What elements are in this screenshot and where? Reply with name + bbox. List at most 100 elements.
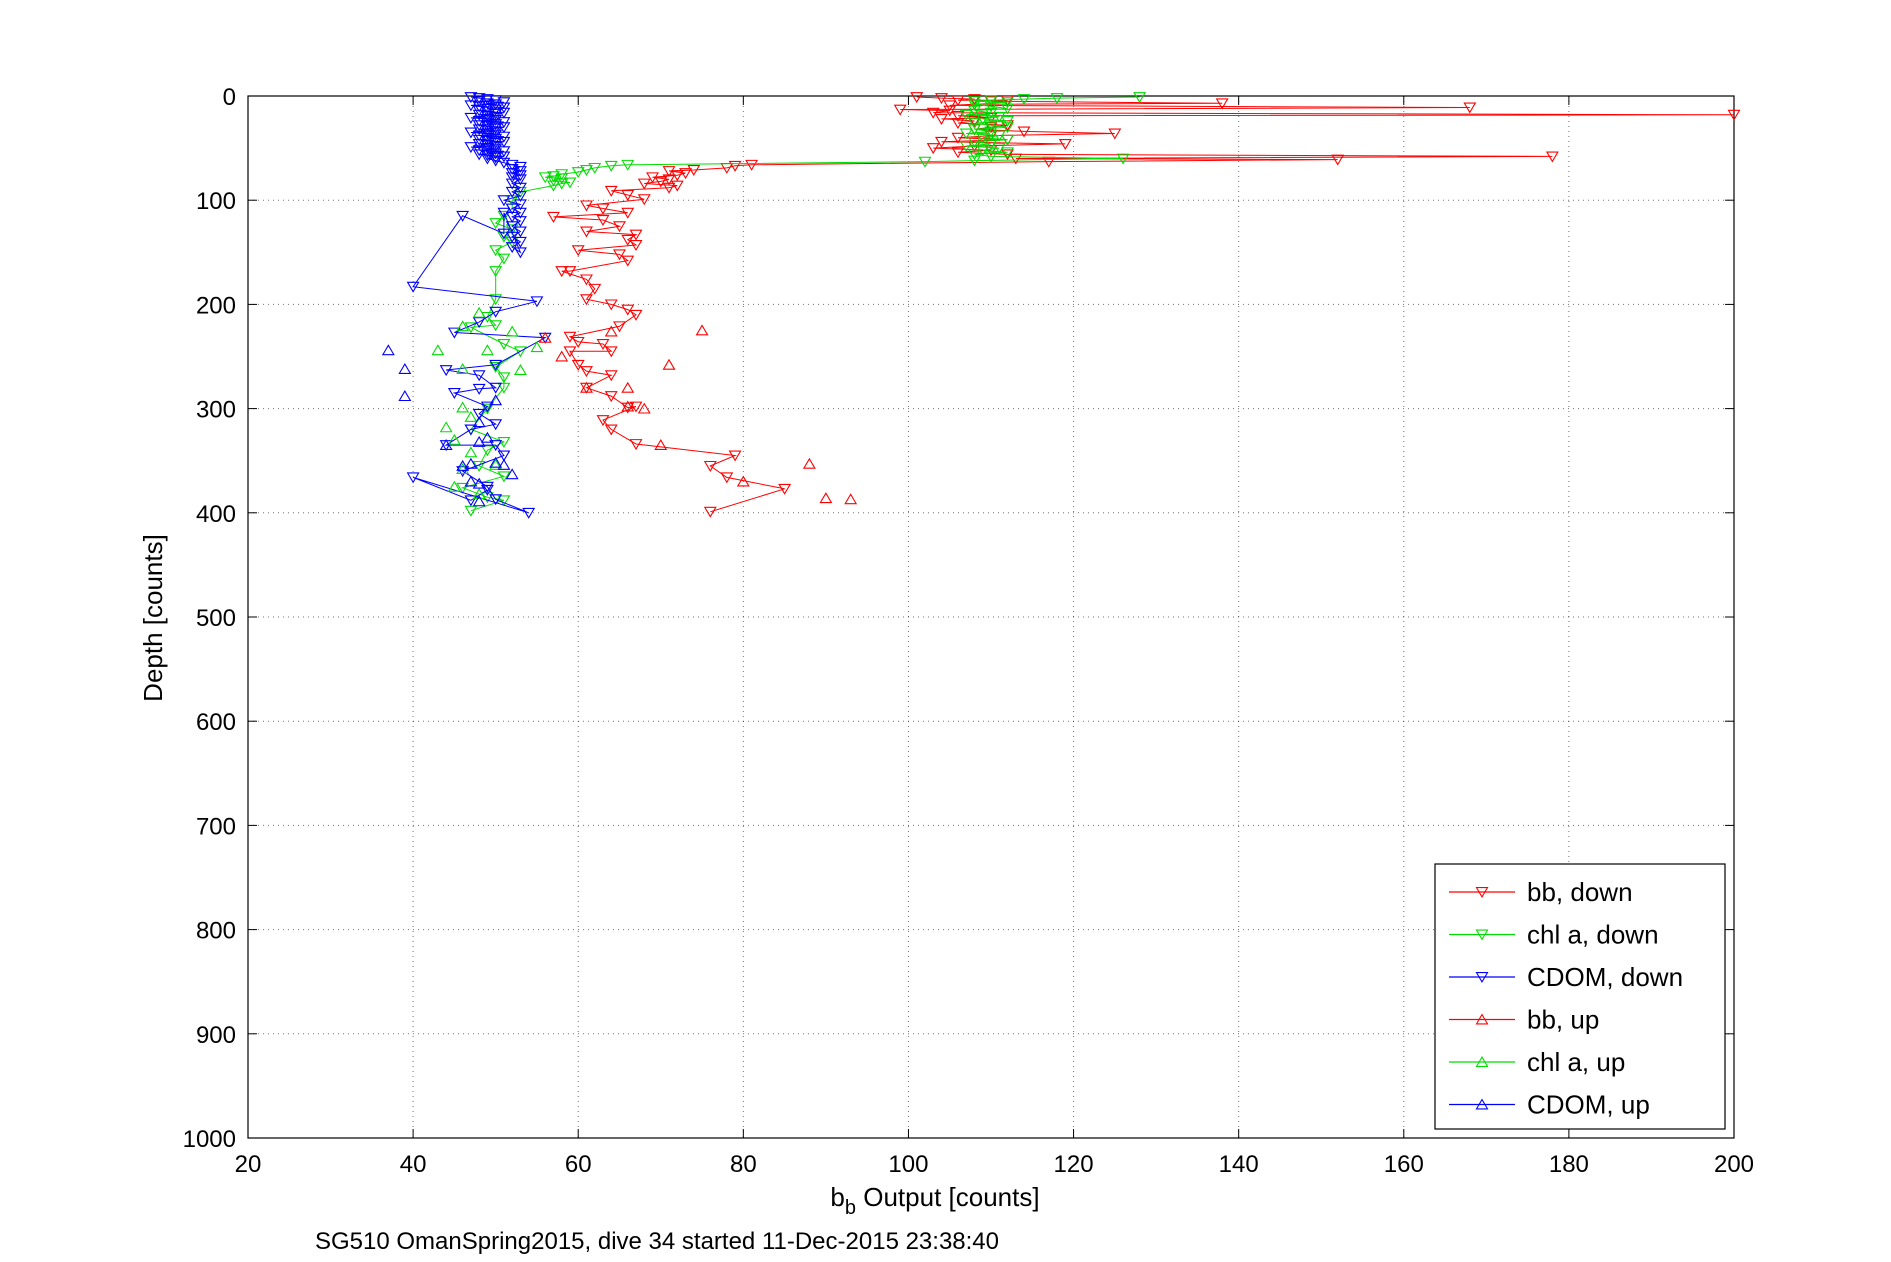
data-point-marker [621,159,635,171]
data-point-marker [571,167,585,179]
data-point-marker [489,494,503,506]
data-point-marker [959,128,973,140]
data-point-marker [629,401,643,413]
x-tick-label: 200 [1714,1151,1754,1178]
data-point-marker [687,165,701,177]
data-point-marker [513,247,527,259]
data-point-marker [439,439,453,451]
data-point-marker [456,210,470,222]
y-tick-label: 400 [196,501,236,528]
y-tick-label: 900 [196,1022,236,1049]
data-point-marker [472,495,486,507]
legend-box [1434,863,1726,1130]
data-point-marker [1050,93,1064,105]
legend-marker [1475,1013,1489,1025]
data-point-marker [489,456,503,468]
y-tick-label: 500 [196,605,236,632]
data-point-marker [935,93,948,105]
data-point-marker [1331,154,1345,166]
data-point-marker [935,136,948,148]
y-tick-label: 800 [196,918,236,945]
data-point-marker [968,155,981,167]
data-point-marker [951,147,965,159]
data-point-marker [456,320,470,332]
data-point-marker [489,306,503,318]
axis-ticks: 20 40 60 80 100 120 140 160 180 200 0 100 200 300 400 5… [183,84,1754,1178]
data-point-marker [472,488,486,499]
data-point-marker [505,172,519,184]
data-point-marker [480,344,494,356]
data-point-marker [571,359,585,371]
data-point-marker [604,424,618,436]
data-point-marker [728,450,742,462]
y-axis-label: Depth [counts] [138,534,168,702]
data-point-marker [456,482,470,494]
data-point-marker [489,394,503,406]
data-point-marker [489,320,503,332]
data-point-marker [489,361,503,373]
data-point-marker [456,401,470,413]
data-point-marker [497,436,511,448]
data-point-marker [621,402,635,414]
data-point-marker [464,457,478,469]
data-point-marker [489,245,503,257]
data-point-marker [480,484,494,496]
data-point-marker [728,160,742,172]
data-point-marker [580,274,593,286]
data-point-marker [951,110,965,122]
data-point-marker [571,245,585,257]
data-point-marker [1108,128,1122,140]
data-point-marker [464,410,478,422]
data-series [381,92,1741,519]
data-point-marker [984,151,998,163]
data-point-marker [819,492,833,504]
data-point-marker [480,153,494,165]
data-point-marker [703,506,717,518]
data-point-marker [456,466,470,478]
data-point-marker [679,168,693,180]
x-tick-label: 160 [1384,1151,1424,1178]
data-point-marker [1001,103,1014,115]
data-point-marker [439,365,453,377]
data-point-marker [447,433,461,445]
data-point-marker [447,480,461,492]
legend-entry: CDOM, down [1449,962,1683,992]
data-point-marker [464,127,478,139]
data-point-marker [464,446,478,458]
data-point-marker [497,339,511,351]
data-point-marker [546,180,560,192]
data-point-marker [596,339,610,351]
data-point-marker [670,180,684,192]
data-point-marker [1463,102,1477,114]
data-point-marker [893,104,907,116]
data-point-marker [398,390,412,402]
data-point-marker [563,346,577,358]
data-point-marker [926,107,940,119]
data-point-marker [1001,134,1014,146]
data-point-marker [505,325,519,337]
data-point-marker [497,372,511,384]
data-point-marker [513,346,527,358]
x-tick-label: 120 [1054,1151,1094,1178]
data-point-marker [968,118,981,130]
data-point-marker [489,218,503,230]
data-point-marker [596,215,610,227]
data-point-marker [472,370,486,382]
series-chl-a-up [431,306,544,499]
x-tick-label: 60 [565,1151,592,1178]
data-point-marker [621,400,635,412]
legend-label: chl a, down [1527,920,1659,950]
data-point-marker [1017,126,1031,138]
data-point-marker [1001,147,1014,159]
data-point-marker [662,358,676,370]
legend-marker [1475,1098,1489,1110]
data-point-marker [538,331,552,343]
data-point-marker [745,159,759,171]
data-point-marker [489,294,503,306]
x-tick-label: 20 [235,1151,262,1178]
data-point-marker [910,92,924,104]
data-point-marker [703,460,717,472]
series-chl-a-down [456,92,1147,517]
y-tick-label: 300 [196,397,236,424]
data-point-marker [778,483,792,495]
